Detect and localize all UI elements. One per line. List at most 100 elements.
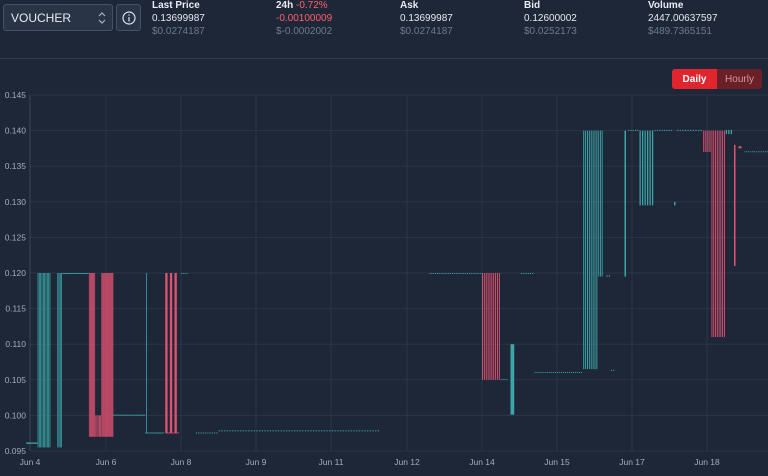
- candle: [181, 273, 182, 274]
- candle: [663, 129, 666, 131]
- stat-label: Last Price: [152, 0, 200, 11]
- candle: [120, 414, 121, 416]
- candle: [163, 432, 164, 434]
- candle: [160, 432, 162, 434]
- candle: [75, 273, 77, 274]
- candle: [744, 151, 746, 153]
- candle: [135, 414, 136, 416]
- y-tick-label: 0.110: [5, 339, 26, 349]
- candle: [162, 432, 164, 434]
- candle: [103, 273, 105, 437]
- x-tick-label: Jun 6: [96, 457, 117, 467]
- candle: [285, 430, 288, 432]
- candle: [27, 442, 29, 444]
- stat-value: 0.13699987: [400, 13, 453, 24]
- candle: [136, 414, 137, 416]
- candle: [72, 273, 74, 274]
- candle: [169, 273, 173, 434]
- candle: [530, 273, 532, 274]
- candle: [84, 273, 85, 274]
- candle: [250, 430, 253, 432]
- candle: [476, 273, 478, 274]
- pair-select[interactable]: VOUCHER: [3, 4, 113, 31]
- candle: [569, 371, 571, 373]
- candle: [33, 442, 34, 444]
- candle: [700, 129, 702, 131]
- candle: [546, 371, 548, 373]
- candle: [168, 432, 169, 434]
- candle: [679, 129, 681, 131]
- candle: [452, 273, 453, 274]
- candle: [95, 415, 97, 437]
- candle: [433, 273, 435, 274]
- candle: [757, 151, 759, 153]
- candle: [642, 130, 644, 206]
- candle: [108, 273, 110, 437]
- candle: [209, 432, 211, 434]
- stat-volume: Volume 2447.00637597 $489.7365151: [648, 0, 718, 37]
- candle: [161, 432, 163, 434]
- candle: [140, 414, 142, 416]
- candle: [169, 432, 171, 434]
- stat-change-percent: -0.72%: [296, 0, 328, 11]
- candle: [131, 414, 133, 416]
- candle: [143, 414, 145, 416]
- chart-grid: [29, 94, 768, 452]
- candle: [326, 430, 328, 432]
- candle: [542, 371, 544, 373]
- candle: [637, 129, 639, 131]
- candle: [34, 442, 36, 444]
- candle: [36, 442, 38, 444]
- info-button[interactable]: [116, 4, 141, 31]
- candle: [457, 273, 459, 274]
- candle: [345, 430, 347, 432]
- candle: [112, 273, 114, 437]
- candle: [138, 414, 140, 416]
- candle: [202, 432, 204, 434]
- candle: [304, 430, 307, 432]
- candle: [277, 430, 280, 432]
- candle: [753, 151, 755, 153]
- y-tick-label: 0.105: [5, 375, 27, 385]
- candle: [581, 371, 583, 373]
- hourly-button[interactable]: Hourly: [717, 69, 762, 89]
- daily-button[interactable]: Daily: [672, 69, 717, 89]
- candle: [677, 129, 679, 131]
- candle: [172, 432, 174, 434]
- y-tick-label: 0.135: [5, 161, 27, 171]
- candle: [489, 273, 491, 380]
- candle: [728, 129, 730, 135]
- candle: [89, 273, 91, 437]
- candle: [40, 273, 42, 448]
- candle: [573, 371, 575, 373]
- candle: [624, 130, 626, 277]
- candle: [231, 430, 234, 432]
- candle: [705, 130, 707, 152]
- stat-label: 24h -0.72%: [276, 0, 332, 11]
- stat-usd-value: $0.0274187: [400, 26, 453, 37]
- chart-marks: [26, 129, 768, 448]
- candle: [214, 432, 216, 434]
- candle: [229, 430, 231, 432]
- candle: [288, 430, 291, 432]
- candle: [630, 129, 632, 131]
- candle: [438, 273, 440, 274]
- candle: [446, 273, 448, 274]
- y-tick-label: 0.120: [5, 268, 27, 278]
- candle: [258, 430, 261, 432]
- candle: [750, 151, 752, 153]
- x-tick-label: Jun 15: [544, 457, 570, 467]
- candle: [366, 430, 369, 432]
- candle: [42, 273, 44, 448]
- candle: [725, 129, 727, 135]
- candle: [81, 273, 83, 274]
- stat-usd-value: $0.0252173: [524, 26, 577, 37]
- candle: [256, 430, 258, 432]
- candle: [67, 273, 68, 274]
- candle: [156, 432, 158, 434]
- candle: [114, 414, 116, 416]
- candle: [128, 414, 130, 416]
- candle: [66, 273, 67, 274]
- candle: [149, 432, 150, 434]
